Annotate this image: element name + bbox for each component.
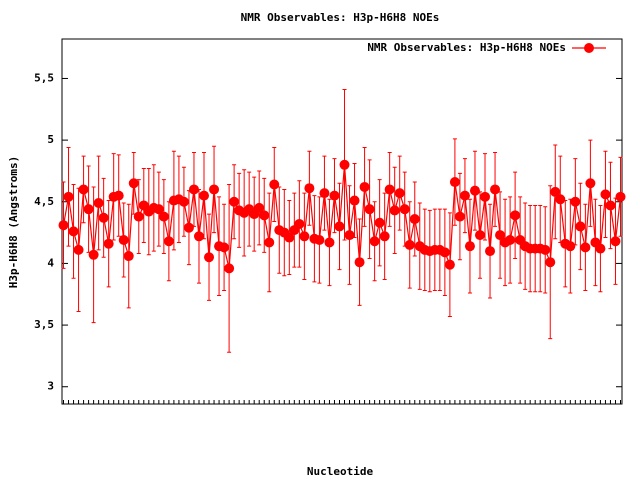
data-point [339, 159, 350, 170]
y-axis-label: H3p-H6H8 (Angstroms) [7, 156, 20, 288]
data-point [505, 234, 516, 245]
data-point [540, 244, 551, 255]
data-point [454, 211, 465, 222]
data-point [394, 188, 405, 199]
data-point [163, 236, 174, 247]
data-point [133, 211, 144, 222]
data-point [219, 242, 230, 253]
data-point [299, 231, 310, 242]
data-point [98, 212, 109, 223]
data-point [439, 247, 450, 258]
data-point [570, 196, 581, 207]
data-point [495, 230, 506, 241]
data-point [224, 263, 235, 274]
data-point [474, 230, 485, 241]
data-point [349, 195, 360, 206]
data-point [128, 178, 139, 189]
data-point [73, 244, 84, 255]
data-point [404, 239, 415, 250]
data-point [284, 232, 295, 243]
data-point [264, 237, 275, 248]
data-point [490, 184, 501, 195]
data-point [153, 204, 164, 215]
data-point [324, 237, 335, 248]
data-point [259, 210, 270, 221]
data-point [615, 191, 626, 202]
data-point [550, 186, 561, 197]
data-point [158, 211, 169, 222]
data-point [485, 246, 496, 257]
data-point [409, 214, 420, 225]
data-point [63, 191, 74, 202]
data-point [600, 189, 611, 200]
data-point [605, 200, 616, 211]
data-point [334, 221, 345, 232]
data-point [359, 181, 370, 192]
data-point [68, 226, 79, 237]
data-point [575, 221, 586, 232]
data-point [193, 231, 204, 242]
data-point [555, 194, 566, 205]
data-point [444, 259, 455, 270]
data-point [595, 243, 606, 254]
y-tick-label: 4 [47, 256, 54, 269]
data-point [585, 178, 596, 189]
data-point [204, 252, 215, 263]
data-point [58, 220, 69, 231]
y-tick-label: 5 [47, 133, 54, 146]
data-point [389, 205, 400, 216]
data-point [113, 190, 124, 201]
data-point [464, 241, 475, 252]
data-point [384, 184, 395, 195]
data-point [374, 217, 385, 228]
data-point [314, 234, 325, 245]
data-point [118, 234, 129, 245]
legend-marker [584, 43, 594, 53]
data-point [469, 185, 480, 196]
data-point [294, 218, 305, 229]
y-tick-label: 3,5 [34, 318, 54, 331]
data-point [254, 202, 265, 213]
data-point [565, 241, 576, 252]
data-point [93, 198, 104, 209]
data-point [354, 257, 365, 268]
data-point [580, 242, 591, 253]
data-point [545, 257, 556, 268]
data-point [183, 222, 194, 233]
data-point [103, 238, 114, 249]
y-tick-label: 3 [47, 380, 54, 393]
data-point [319, 188, 330, 199]
plot-frame [61, 38, 623, 405]
data-point [178, 196, 189, 207]
data-point [269, 179, 280, 190]
data-point [123, 251, 134, 262]
data-point [399, 204, 410, 215]
data-point [510, 210, 521, 221]
chart-title: NMR Observables: H3p-H6H8 NOEs [241, 11, 440, 24]
data-point [459, 190, 470, 201]
data-point [610, 236, 621, 247]
data-point [83, 204, 94, 215]
data-point [480, 191, 491, 202]
x-axis-label: Nucleotide [307, 465, 374, 478]
data-point [199, 190, 210, 201]
data-point [344, 230, 355, 241]
y-tick-label: 4,5 [34, 195, 54, 208]
data-point [449, 177, 460, 188]
data-point [229, 196, 240, 207]
data-point [379, 231, 390, 242]
legend-label: NMR Observables: H3p-H6H8 NOEs [367, 41, 566, 54]
data-point [209, 184, 220, 195]
data-point [78, 184, 89, 195]
y-tick-label: 5,5 [34, 71, 54, 84]
data-point [329, 190, 340, 201]
data-point [88, 249, 99, 260]
data-point [304, 183, 315, 194]
data-point [364, 204, 375, 215]
data-point [188, 184, 199, 195]
data-point [369, 236, 380, 247]
